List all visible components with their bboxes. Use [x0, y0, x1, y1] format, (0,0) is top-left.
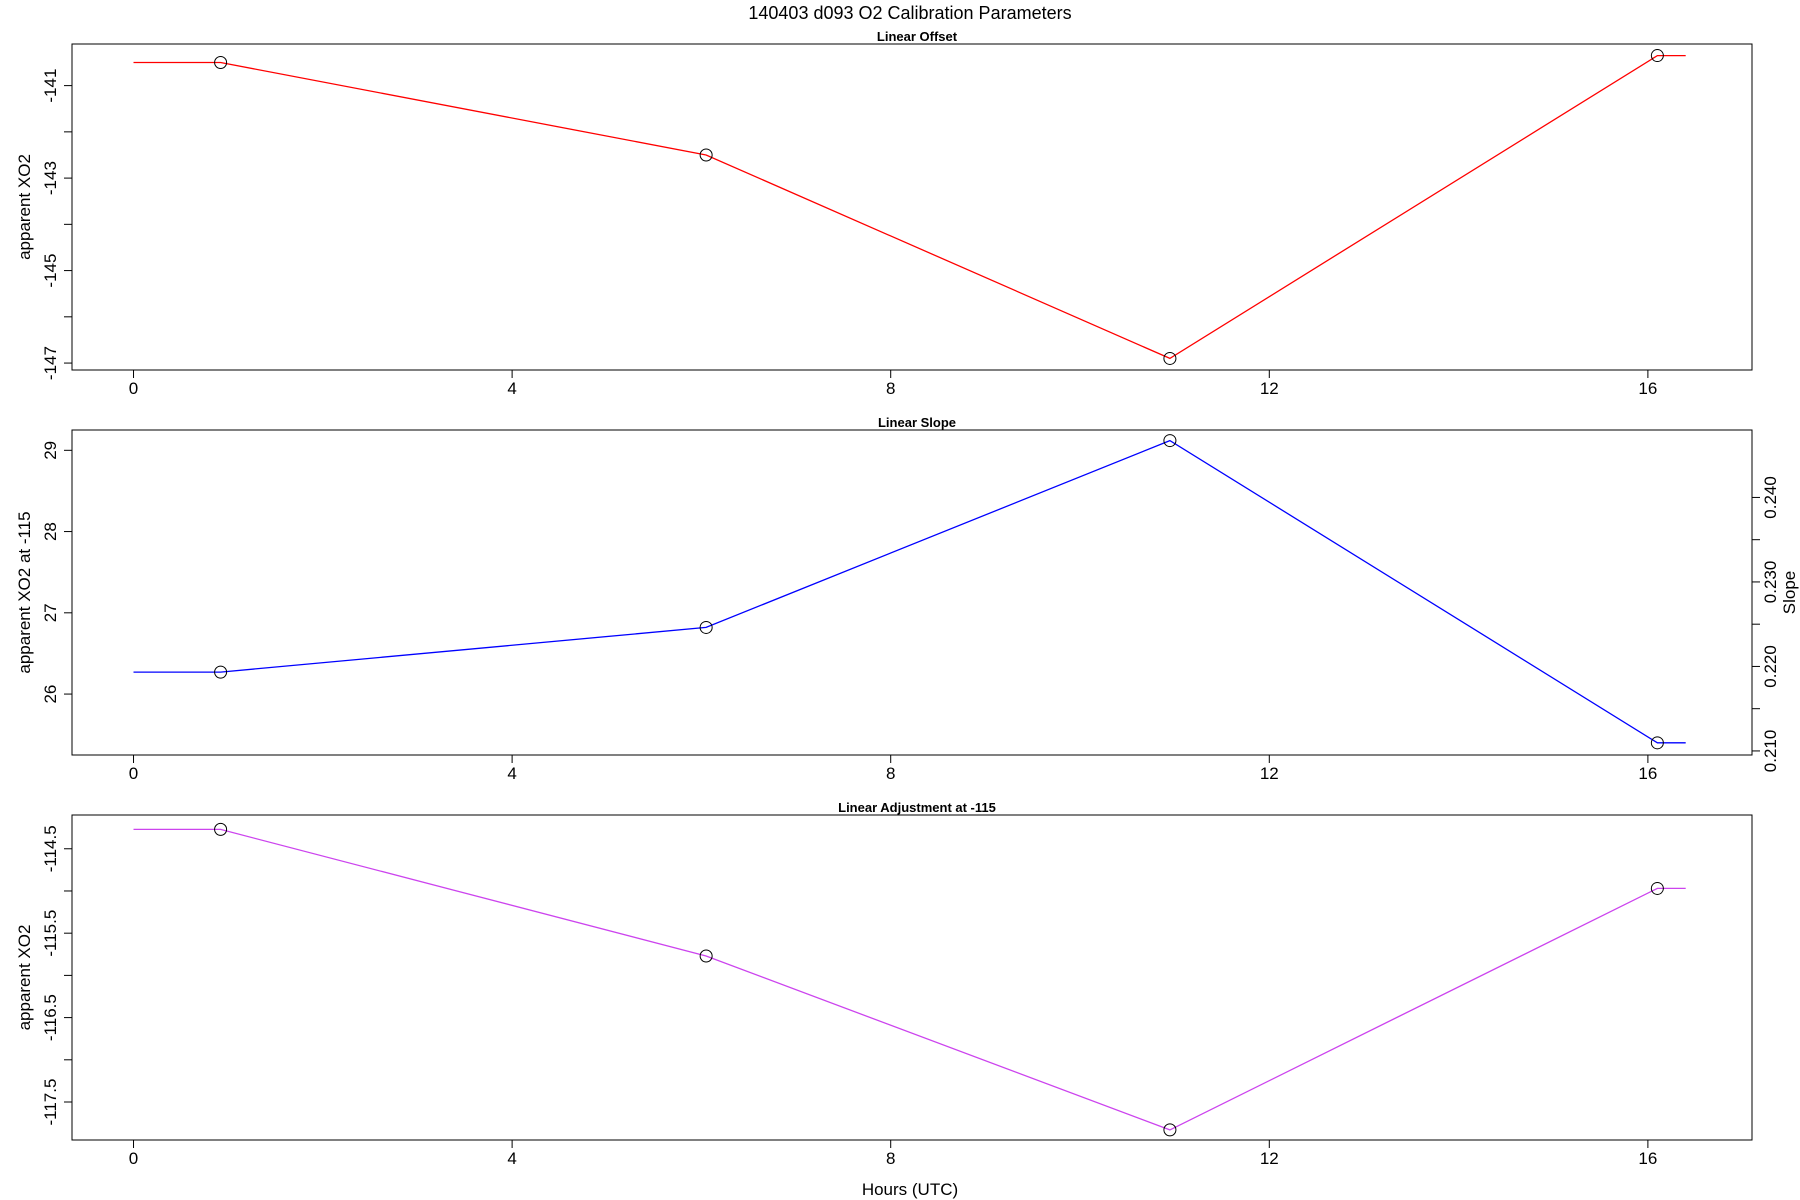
panel-title: Linear Offset: [877, 29, 958, 44]
x-tick-label: 8: [886, 379, 895, 398]
y-tick-label: -114.5: [41, 825, 60, 872]
x-tick-label: 16: [1638, 379, 1657, 398]
x-tick-label: 0: [129, 764, 138, 783]
y-tick-label: 28: [41, 522, 60, 541]
y-axis-label: apparent XO2: [15, 925, 34, 1031]
x-tick-label: 4: [507, 764, 516, 783]
x-tick-label: 4: [507, 379, 516, 398]
y-tick-label: -116.5: [41, 994, 60, 1041]
y2-tick-label: 0.240: [1761, 476, 1780, 519]
x-tick-label: 4: [507, 1149, 516, 1168]
panel-title: Linear Adjustment at -115: [838, 800, 996, 815]
series-line: [133, 828, 1686, 1131]
y-tick-label: -147: [41, 346, 60, 380]
series-line: [133, 54, 1686, 360]
series-line: [133, 439, 1686, 744]
x-tick-label: 12: [1260, 764, 1279, 783]
data-point: [1650, 736, 1664, 750]
x-tick-label: 12: [1260, 379, 1279, 398]
x-tick-label: 0: [129, 379, 138, 398]
y2-tick-label: 0.220: [1761, 645, 1780, 688]
data-point: [214, 822, 228, 836]
panel-2: Linear Slope 0 4 8 12 16 26 27 28 29 apparent XO2 …: [15, 415, 1799, 783]
panel-1: Linear Offset 0 4 8 12 16 -147 -145 -143 -141 appa…: [15, 29, 1753, 398]
data-point: [699, 148, 713, 162]
x-tick-label: 8: [886, 1149, 895, 1168]
plot-frame: [71, 814, 1753, 1141]
y-axis-label: apparent XO2 at -115: [15, 511, 34, 673]
panels: Linear Offset 0 4 8 12 16 -147 -145 -143 -141 appa…: [15, 29, 1799, 1168]
x-tick-label: 0: [129, 1149, 138, 1168]
data-point: [214, 665, 228, 679]
y-tick-label: 26: [41, 685, 60, 704]
y-tick-label: 29: [41, 441, 60, 460]
data-point: [1163, 1123, 1177, 1137]
data-point: [214, 55, 228, 69]
y2-tick-label: 0.230: [1761, 561, 1780, 604]
data-point: [699, 620, 713, 634]
data-point: [699, 949, 713, 963]
plot-frame: [71, 429, 1753, 756]
y2-tick-label: 0.210: [1761, 730, 1780, 773]
x-tick-label: 16: [1638, 764, 1657, 783]
y-tick-label: -145: [41, 254, 60, 288]
data-point: [1163, 434, 1177, 448]
y2-axis-label: Slope: [1780, 571, 1799, 614]
y-tick-label: -141: [41, 69, 60, 103]
x-tick-label: 12: [1260, 1149, 1279, 1168]
panel-3: Linear Adjustment at -115 0 4 8 12 16 -117.5 -1…: [15, 800, 1753, 1168]
y-tick-label: -117.5: [41, 1079, 60, 1126]
data-point: [1163, 351, 1177, 365]
panel-title: Linear Slope: [878, 415, 956, 430]
data-point: [1650, 49, 1664, 63]
figure-title: 140403 d093 O2 Calibration Parameters: [748, 3, 1071, 23]
plot-frame: [71, 43, 1753, 371]
y-tick-label: -143: [41, 161, 60, 195]
y-tick-label: 27: [41, 603, 60, 622]
x-axis-label: Hours (UTC): [862, 1180, 958, 1199]
y-tick-label: -115.5: [41, 910, 60, 957]
y-axis-label: apparent XO2: [15, 154, 34, 260]
x-tick-label: 8: [886, 764, 895, 783]
data-point: [1650, 881, 1664, 895]
x-tick-label: 16: [1638, 1149, 1657, 1168]
